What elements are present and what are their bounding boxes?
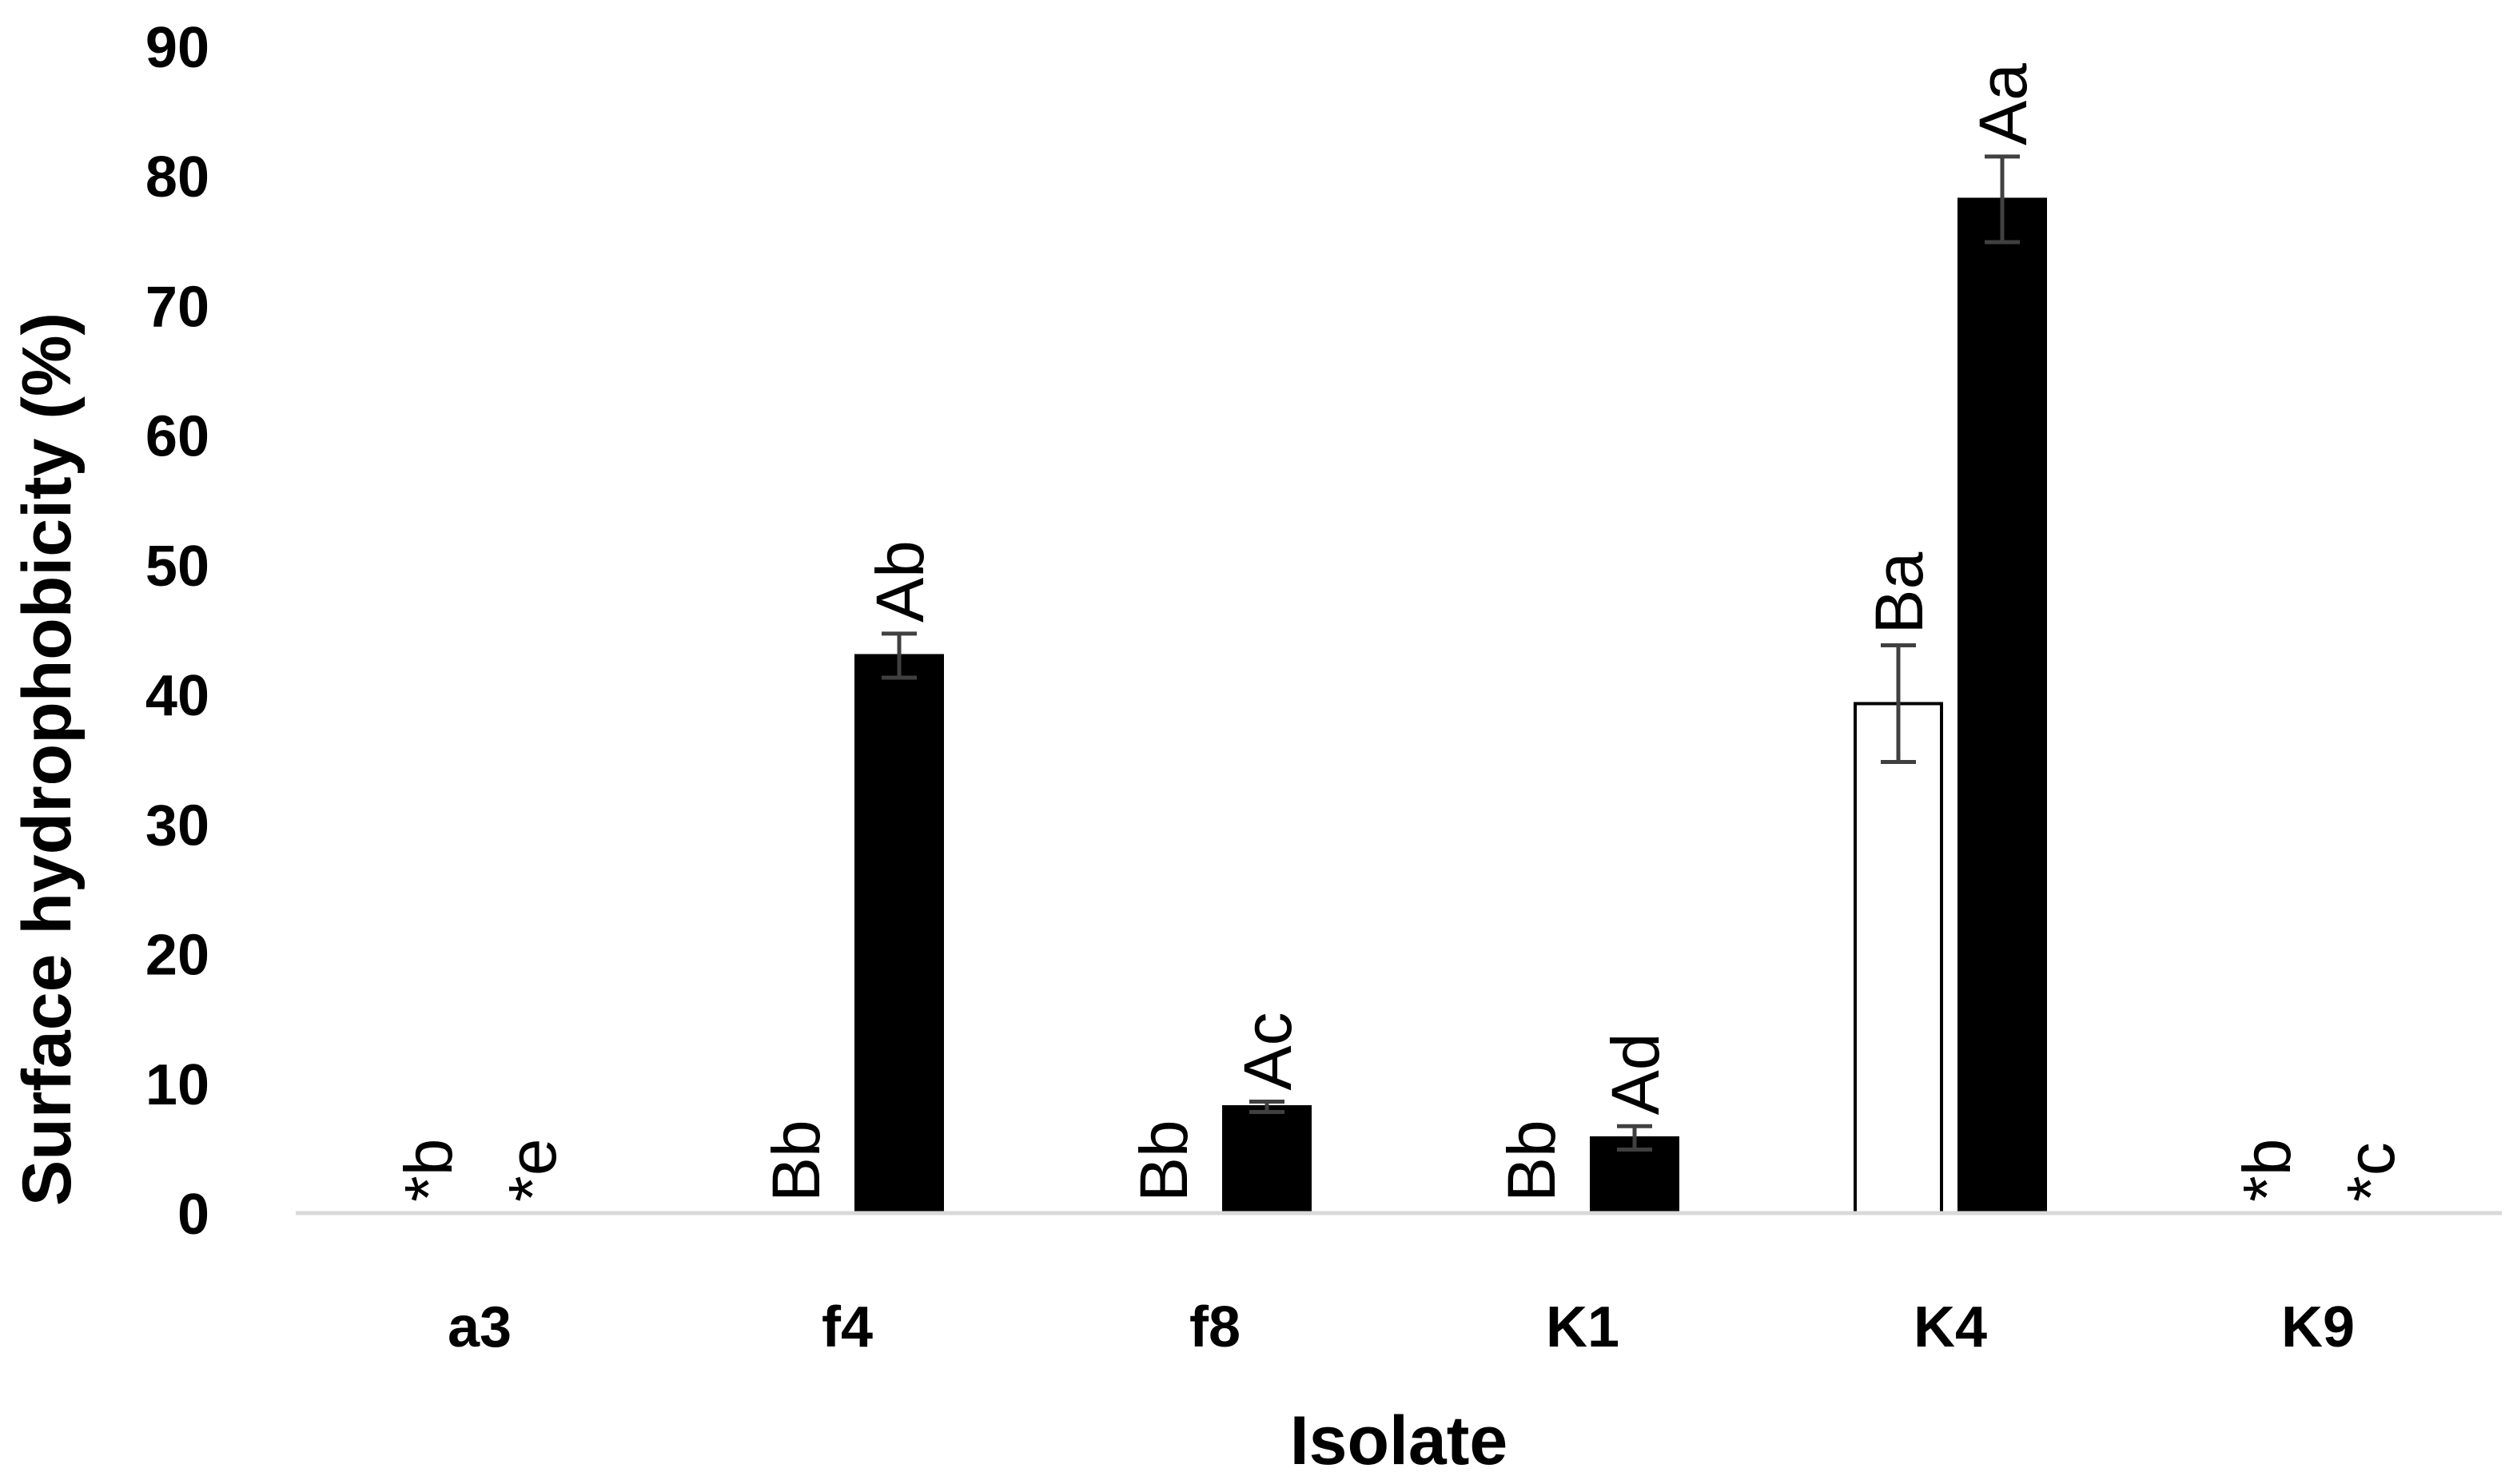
bar [1222, 1104, 1312, 1215]
significance-label: Bb [1126, 1120, 1201, 1202]
significance-label: Aa [1965, 63, 2041, 145]
y-tick-label: 10 [145, 1053, 209, 1117]
y-tick-label: 60 [145, 405, 209, 469]
significance-label: *b [2229, 1139, 2304, 1202]
bar [1854, 702, 1943, 1215]
significance-labels: *b Bb Bb Bb Ba *b *e Ab Ac Ad Aa *c [391, 63, 2408, 1202]
x-axis-ticks: a3 f4 f8 K1 K4 K9 [448, 1295, 2355, 1359]
x-tick-label: K4 [1914, 1295, 1987, 1359]
significance-label: Ac [1230, 1012, 1305, 1090]
bars [854, 197, 2047, 1215]
error-bars [882, 154, 2020, 1152]
significance-label: *b [391, 1139, 466, 1202]
significance-label: Bb [759, 1120, 834, 1202]
significance-label: *c [2333, 1142, 2408, 1202]
significance-label: Bb [1494, 1120, 1569, 1202]
significance-label: Ad [1598, 1033, 1673, 1116]
x-tick-label: f8 [1189, 1295, 1241, 1359]
y-tick-label: 50 [145, 535, 209, 599]
significance-label: Ab [862, 540, 938, 623]
y-axis-ticks: 0 10 20 30 40 50 60 70 80 90 [145, 16, 209, 1247]
y-tick-label: 40 [145, 664, 209, 728]
y-tick-label: 70 [145, 275, 209, 339]
x-tick-label: K9 [2281, 1295, 2355, 1359]
y-tick-label: 90 [145, 16, 209, 80]
y-tick-label: 0 [177, 1183, 209, 1247]
x-axis-title: Isolate [1290, 1402, 1507, 1479]
x-tick-label: f4 [822, 1295, 873, 1359]
y-tick-label: 80 [145, 145, 209, 209]
x-tick-label: K1 [1546, 1295, 1619, 1359]
y-tick-label: 30 [145, 794, 209, 857]
significance-label: *e [495, 1139, 570, 1202]
bar [854, 654, 944, 1215]
significance-label: Ba [1862, 551, 1937, 634]
x-tick-label: a3 [448, 1295, 512, 1359]
y-tick-label: 20 [145, 924, 209, 988]
y-axis-title: Surface hydrophobicity (%) [9, 312, 86, 1206]
bar [1957, 197, 2047, 1215]
